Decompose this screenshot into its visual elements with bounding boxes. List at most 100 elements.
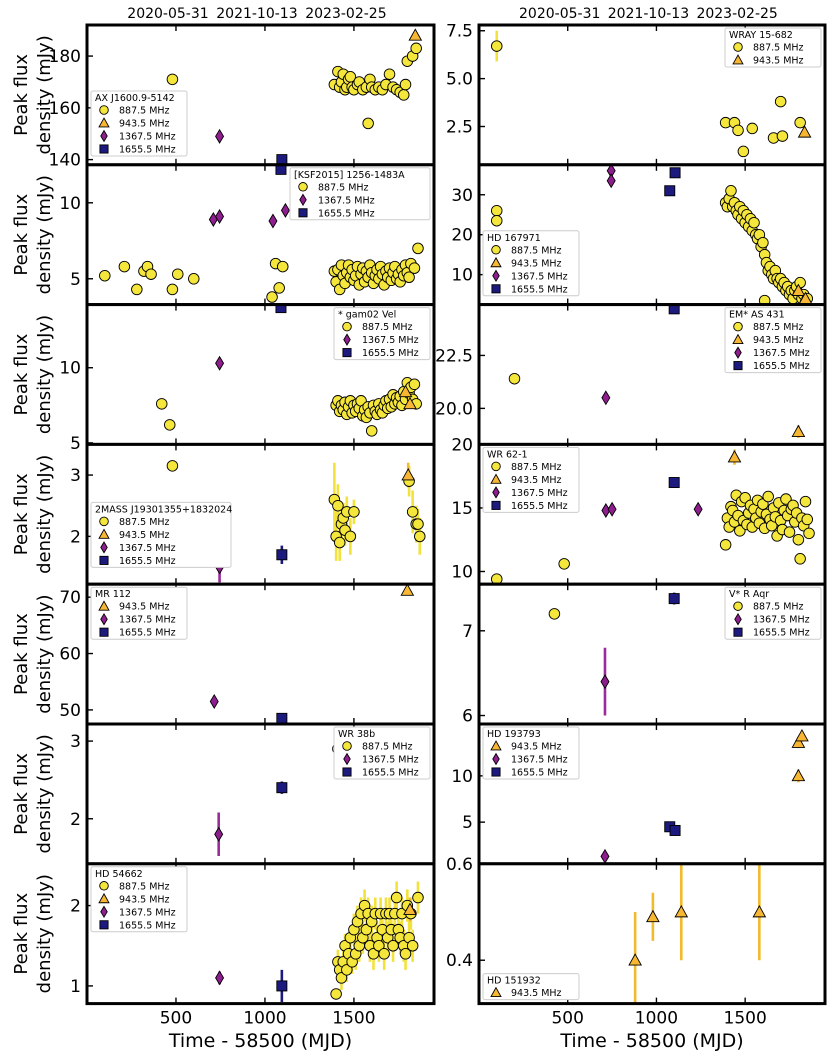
legend-marker [99,881,109,891]
legend-marker [98,528,110,539]
y-tick-label: 20 [451,435,473,455]
y-tick-label: 22.5 [435,346,473,366]
legend-label: 1367.5 MHz [511,271,568,282]
point-887-5-mhz [508,372,521,385]
y-axis-label-line2: density (mJy) [34,175,55,294]
legend-label: 1367.5 MHz [511,755,568,766]
point-1367-5-mhz [268,213,278,229]
legend-marker [343,333,351,346]
point-1655-5-mhz [669,824,681,836]
legend-title: * gam02 Vel [338,310,396,321]
point-943-5-mhz [674,904,689,918]
y-tick-label: 2 [70,527,81,547]
legend-label: 1367.5 MHz [119,132,176,143]
legend-title: HD 54662 [95,869,143,880]
point-887-5-mhz [758,294,771,305]
legend-marker [733,361,743,371]
point-887-5-mhz [362,117,374,130]
legend-label: 943.5 MHz [511,258,562,269]
point-887-5-mhz [406,940,419,952]
legend-label: 1367.5 MHz [362,335,419,346]
y-axis-label: Peak flux density (mJy) [11,734,55,853]
y-axis-label-line1: Peak flux [11,54,32,136]
point-887-5-mhz [332,499,344,512]
point-887-5-mhz [734,525,746,537]
data-marks [155,304,422,437]
y-tick-label: 0.4 [446,951,473,971]
point-887-5-mhz [403,271,415,283]
x-axis-label: Time - 58500 (MJD) [559,1030,743,1052]
legend-label: 1367.5 MHz [318,195,375,206]
legend-label: 887.5 MHz [511,462,562,473]
point-887-5-mhz [412,518,424,530]
y-axis-label-line1: Peak flux [11,193,32,275]
point-887-5-mhz [548,608,561,620]
point-1367-5-mhz [215,208,225,224]
legend-title: WRAY 15-682 [729,30,793,41]
point-887-5-mhz [163,419,176,431]
point-943-5-mhz [791,735,806,748]
x-tick-label: 500 [551,1009,583,1029]
legend-label: 1655.5 MHz [318,208,375,219]
legend-label: 887.5 MHz [119,881,170,892]
legend-marker [100,905,108,919]
legend-frame [724,586,822,640]
legend-marker [299,193,307,207]
legend-marker [732,54,744,65]
x-tick-label: 1500 [332,1009,375,1029]
panel-v-r-aqr: 6 7 V* R Aqr 887.5 MHz 1367.5 MHz 1655.5 MHz [462,582,827,727]
point-887-5-mhz [166,73,179,86]
point-887-5-mhz [558,558,570,570]
data-marks [215,881,424,1002]
panel-wr-62-1: 10 15 20 WR 62-1 887.5 MHz 943.5 MHz 1367.5 MH… [451,435,827,586]
y-axis-label-line1: Peak flux [11,753,32,835]
y-tick-label: 20.0 [435,399,473,419]
point-887-5-mhz [414,530,426,543]
y-axis-label-line1: Peak flux [11,473,32,555]
legend-frame [724,27,822,68]
legend-marker [98,892,110,904]
legend-marker [99,920,109,930]
panel-mr-112: 50 60 70 MR 112 943.5 MHz 1367.5 MHz 1655.5 MH… [59,582,436,726]
point-1367-5-mhz [215,970,225,986]
data-marks [508,304,806,439]
point-887-5-mhz [746,122,759,135]
point-943-5-mhz [797,125,812,138]
panel-frame [477,862,827,1006]
point-943-5-mhz [791,768,806,782]
y-tick-label: 60 [59,645,81,665]
point-887-5-mhz [131,283,143,296]
legend-title: HD 167971 [487,233,541,244]
y-axis-label: Peak flux density (mJy) [11,315,55,434]
y-axis-label-line2: density (mJy) [34,874,55,993]
top-date-label: 2021-10-13 [608,6,689,22]
x-axis-labels: Time - 58500 (MJD) Time - 58500 (MJD) [168,1030,744,1052]
legend-label: 887.5 MHz [753,322,804,333]
legend-label: 943.5 MHz [119,530,170,541]
legend-label: 1367.5 MHz [119,615,176,626]
legend-frame [333,726,431,780]
legend-marker [98,600,110,611]
point-887-5-mhz [166,460,179,472]
legend-label: 887.5 MHz [362,322,413,333]
x-tick-label: 1500 [724,1009,767,1029]
legend-frame [90,586,188,640]
point-887-5-mhz [365,425,378,437]
legend-frame [90,501,232,568]
top-date-label: 2020-05-31 [127,6,208,22]
y-tick-label: 180 [49,47,81,67]
point-887-5-mhz [344,530,357,543]
legend-marker [491,245,501,255]
top-date-label: 2023-02-25 [696,6,777,22]
legend-label: 1367.5 MHz [119,543,176,554]
legend-label: 1655.5 MHz [119,920,176,931]
y-tick-label: 30 [451,186,473,206]
legend-marker [298,208,308,218]
data-marks [548,592,680,716]
y-axis-label-line2: density (mJy) [34,455,55,574]
